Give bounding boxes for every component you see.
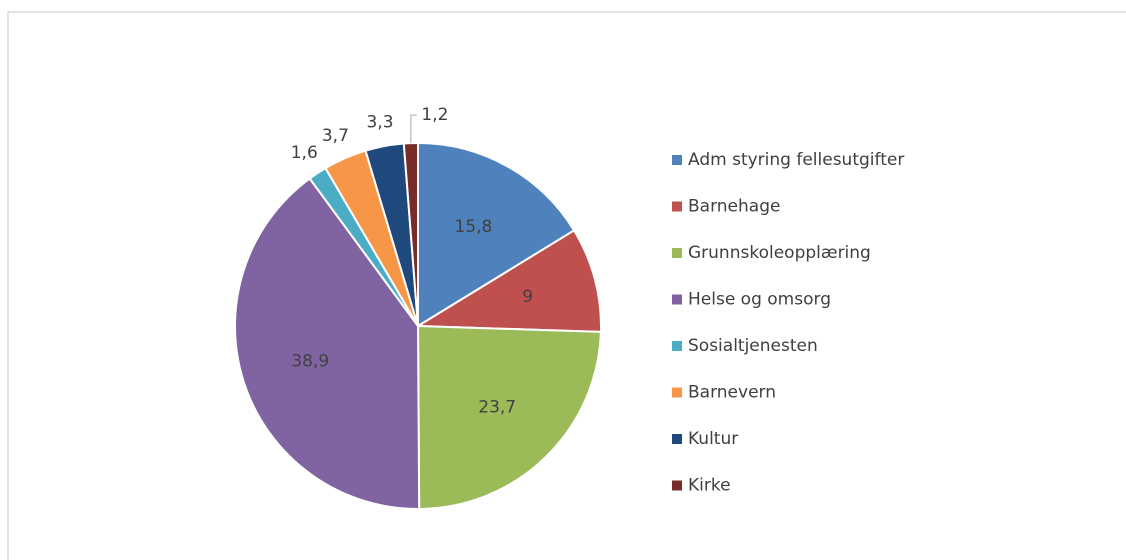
legend-swatch	[672, 341, 682, 351]
legend-label: Barnehage	[688, 197, 780, 217]
legend-swatch	[672, 294, 682, 305]
data-label: 3,7	[322, 126, 349, 146]
data-label: 1,6	[291, 143, 318, 163]
pie-slice	[414, 229, 602, 333]
legend-swatch	[672, 201, 682, 212]
legend-label: Sosialtjenesten	[688, 336, 818, 356]
legend-swatch	[672, 155, 682, 165]
legend-label: Grunnskoleopplæring	[688, 243, 871, 263]
legend-label: Kultur	[688, 429, 738, 449]
data-label: 38,9	[291, 352, 329, 372]
legend-label: Helse og omsorg	[688, 290, 831, 310]
data-label: 23,7	[478, 397, 516, 417]
data-label: 15,8	[455, 217, 493, 237]
pie-slice	[416, 324, 602, 511]
legend-swatch	[672, 248, 682, 258]
leader-line	[410, 114, 417, 144]
legend-swatch	[672, 434, 682, 444]
legend-swatch	[672, 480, 682, 491]
pie-slice	[234, 177, 421, 510]
pie-slice	[417, 141, 576, 328]
legend-label: Barnevern	[688, 383, 776, 403]
data-label: 3,3	[367, 113, 394, 133]
legend-label: Adm styring fellesutgifter	[688, 150, 904, 170]
data-label: 1,2	[421, 105, 448, 125]
legend-label: Kirke	[688, 476, 731, 496]
legend-swatch	[672, 387, 682, 398]
data-label: 9	[522, 287, 533, 307]
chart-frame	[7, 11, 1126, 560]
